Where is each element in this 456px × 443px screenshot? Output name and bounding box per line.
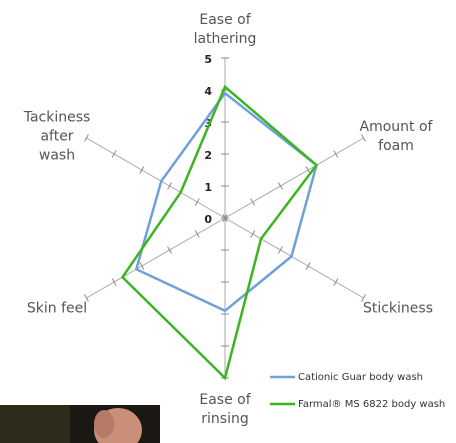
category-label: Tackiness after wash bbox=[22, 109, 92, 166]
category-label: Amount of foam bbox=[356, 118, 436, 156]
tick-mark bbox=[112, 151, 116, 158]
tick-mark bbox=[334, 151, 338, 158]
tick-mark bbox=[195, 231, 199, 238]
legend-label: Cationic Guar body wash bbox=[298, 372, 423, 383]
tick-mark bbox=[140, 167, 144, 174]
tick-mark bbox=[112, 279, 116, 286]
tick-mark bbox=[168, 247, 172, 254]
tick-mark bbox=[168, 183, 172, 190]
tick-mark bbox=[306, 263, 310, 270]
tick-mark bbox=[278, 183, 282, 190]
category-label: Ease of rinsing bbox=[190, 391, 260, 429]
tick-label: 0 bbox=[204, 213, 212, 226]
photo bbox=[0, 405, 160, 443]
tick-label: 5 bbox=[204, 53, 212, 66]
tick-label: 2 bbox=[204, 149, 212, 162]
legend-label: Farmal® MS 6822 body wash bbox=[298, 399, 445, 410]
tick-mark bbox=[251, 199, 255, 206]
tick-label: 1 bbox=[204, 181, 212, 194]
category-label: Skin feel bbox=[17, 300, 97, 319]
tick-label: 4 bbox=[204, 85, 212, 98]
axis-line bbox=[225, 218, 364, 298]
page: 012345Cationic Guar body washFarmal® MS … bbox=[0, 0, 456, 443]
tick-mark bbox=[140, 263, 144, 270]
series-line bbox=[122, 87, 316, 378]
tick-mark bbox=[278, 247, 282, 254]
tick-mark bbox=[334, 279, 338, 286]
category-label: Stickiness bbox=[353, 300, 443, 319]
axis-line bbox=[225, 138, 364, 218]
tick-mark bbox=[195, 199, 199, 206]
tick-mark bbox=[251, 231, 255, 238]
category-label: Ease of lathering bbox=[180, 11, 270, 49]
chart: 012345Cationic Guar body washFarmal® MS … bbox=[0, 0, 456, 443]
